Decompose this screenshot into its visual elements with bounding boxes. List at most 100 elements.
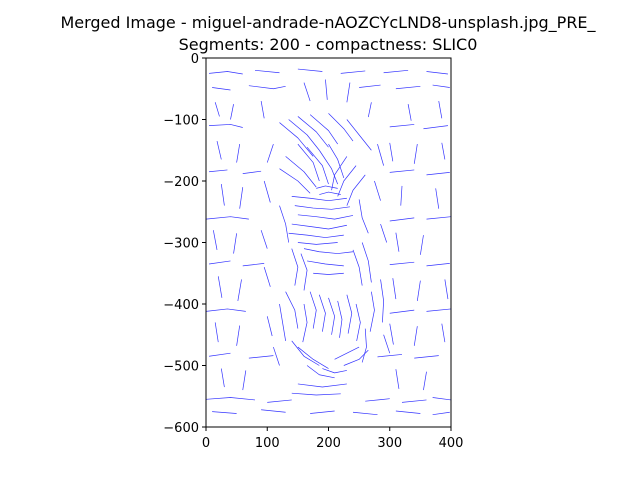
segment-boundary-30 xyxy=(239,187,244,209)
segment-boundary-12 xyxy=(230,104,234,120)
segment-boundary-37 xyxy=(233,233,237,254)
segment-boundary-49 xyxy=(205,308,246,312)
segment-boundary-10 xyxy=(432,84,450,88)
segment-boundary-120 xyxy=(297,346,329,369)
segment-boundary-45 xyxy=(237,279,242,301)
segment-boundary-78 xyxy=(297,116,329,148)
segment-boundary-125 xyxy=(361,328,367,363)
segment-boundary-17 xyxy=(209,124,243,128)
segment-boundary-139 xyxy=(297,383,347,388)
segment-boundary-19 xyxy=(423,125,448,130)
segment-boundary-1 xyxy=(254,69,280,74)
segment-boundary-95 xyxy=(288,232,344,238)
segment-boundary-127 xyxy=(325,79,328,100)
segment-boundary-119 xyxy=(291,340,320,366)
y-tick-label: −500 xyxy=(163,360,199,375)
segment-boundary-53 xyxy=(236,325,241,346)
segment-boundary-133 xyxy=(260,230,268,249)
x-tick-label: 300 xyxy=(377,436,402,451)
y-tick-label: −100 xyxy=(163,114,199,129)
segment-boundary-66 xyxy=(267,399,292,403)
segment-boundary-82 xyxy=(297,143,320,182)
segment-boundary-2 xyxy=(297,68,323,72)
segment-boundary-90 xyxy=(346,174,366,206)
x-tick-label: 400 xyxy=(439,436,464,451)
segment-boundary-105 xyxy=(303,248,354,254)
segment-boundary-8 xyxy=(359,84,381,88)
segment-boundary-11 xyxy=(214,102,220,117)
segment-boundary-44 xyxy=(217,276,223,298)
segment-boundary-50 xyxy=(389,309,415,314)
segment-boundary-102 xyxy=(300,253,308,291)
y-tick-label: 0 xyxy=(191,52,199,67)
segment-boundary-43 xyxy=(426,263,450,267)
segment-boundary-98 xyxy=(319,191,341,195)
y-tick-label: −300 xyxy=(163,237,199,252)
segment-boundary-18 xyxy=(389,124,415,128)
segment-boundary-6 xyxy=(212,87,231,91)
segment-boundary-57 xyxy=(209,352,231,357)
chart-title-line-1: Merged Image - miguel-andrade-nAOZCYcLND… xyxy=(60,13,596,33)
segment-boundary-128 xyxy=(346,82,351,103)
segment-boundary-31 xyxy=(400,185,403,206)
x-tick-label: 200 xyxy=(316,436,341,451)
segment-boundary-47 xyxy=(416,280,421,301)
segment-boundary-80 xyxy=(328,113,354,142)
segment-boundary-99 xyxy=(358,199,369,234)
segment-boundary-46 xyxy=(392,278,397,300)
segment-boundary-123 xyxy=(322,368,347,374)
segment-boundary-117 xyxy=(355,303,361,341)
segment-boundary-111 xyxy=(279,303,286,341)
segment-boundary-13 xyxy=(260,100,265,119)
y-tick-label: −400 xyxy=(163,298,199,313)
segment-boundary-113 xyxy=(318,294,326,332)
segment-boundary-103 xyxy=(352,249,363,286)
segment-boundary-7 xyxy=(248,85,286,90)
segment-boundary-97 xyxy=(316,185,338,189)
segment-boundary-87 xyxy=(279,168,311,194)
segment-boundary-60 xyxy=(414,355,439,359)
segment-boundary-138 xyxy=(383,334,391,354)
segment-boundary-71 xyxy=(261,409,286,413)
segment-boundary-115 xyxy=(337,300,343,338)
segment-boundary-100 xyxy=(279,205,290,243)
x-tick-label: 0 xyxy=(202,436,210,451)
segment-boundary-135 xyxy=(263,266,271,287)
segment-boundaries xyxy=(205,68,452,416)
segment-boundary-25 xyxy=(209,169,228,173)
segment-boundary-110 xyxy=(380,279,384,323)
segment-boundary-68 xyxy=(401,399,427,403)
segment-boundary-54 xyxy=(389,323,394,345)
segment-boundary-76 xyxy=(279,122,314,157)
segment-boundary-74 xyxy=(395,410,421,414)
segment-boundary-48 xyxy=(444,279,449,300)
segment-boundary-3 xyxy=(340,70,366,74)
y-tick-label: −200 xyxy=(163,175,199,190)
segment-boundary-22 xyxy=(389,142,394,162)
segment-boundary-94 xyxy=(291,223,347,230)
segment-boundary-33 xyxy=(205,216,249,220)
segment-boundary-34 xyxy=(389,217,415,222)
segment-boundary-14 xyxy=(367,102,372,118)
segment-boundary-72 xyxy=(310,410,335,414)
segment-boundary-126 xyxy=(303,82,311,102)
segment-boundary-69 xyxy=(432,397,452,401)
segment-boundary-70 xyxy=(212,411,237,414)
segment-boundary-21 xyxy=(236,144,241,163)
segment-boundary-83 xyxy=(306,146,329,185)
segment-boundary-140 xyxy=(291,392,341,396)
segment-boundary-114 xyxy=(328,297,335,335)
segment-boundary-93 xyxy=(297,214,354,220)
x-tick-label: 100 xyxy=(255,436,280,451)
segment-boundary-112 xyxy=(309,291,317,329)
segment-boundary-40 xyxy=(209,260,231,265)
segment-boundary-96 xyxy=(297,242,338,245)
segment-boundary-104 xyxy=(361,242,372,283)
segment-boundary-61 xyxy=(220,368,225,388)
y-tick-label: −600 xyxy=(163,421,199,436)
segment-boundary-130 xyxy=(263,180,271,203)
segment-boundary-77 xyxy=(288,119,320,151)
segment-boundary-15 xyxy=(407,104,412,121)
segment-boundary-51 xyxy=(426,308,452,312)
segment-boundary-81 xyxy=(346,119,372,151)
